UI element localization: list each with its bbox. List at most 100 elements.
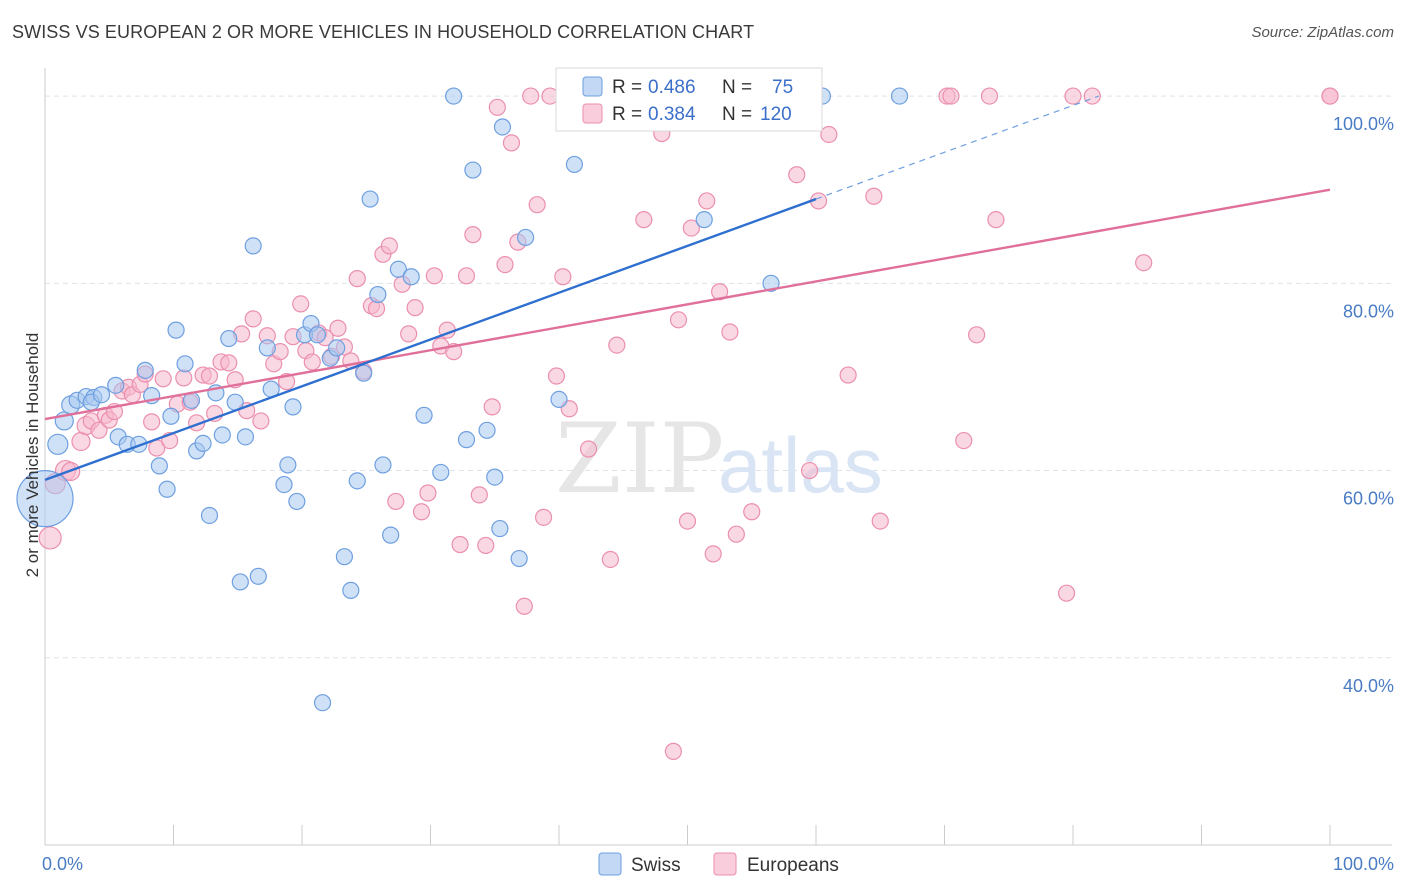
europeans-point xyxy=(980,87,999,105)
swiss-point xyxy=(478,421,496,439)
europeans-point xyxy=(1321,87,1339,105)
europeans-point xyxy=(669,311,688,329)
axes xyxy=(44,68,1392,846)
swiss-point xyxy=(565,155,584,174)
europeans-point xyxy=(244,310,262,328)
europeans-point xyxy=(839,366,857,384)
swiss-trend-line xyxy=(44,197,817,482)
europeans-point xyxy=(1064,87,1082,105)
swiss-point xyxy=(510,549,528,568)
europeans-point xyxy=(968,326,986,344)
europeans-trend-line xyxy=(44,188,1331,421)
europeans-point xyxy=(154,370,172,388)
legend-europeans-n-label: N = xyxy=(722,104,757,125)
europeans-point xyxy=(528,196,546,214)
europeans-point xyxy=(704,545,722,563)
europeans-point xyxy=(743,503,761,521)
swiss-point xyxy=(389,260,407,278)
swiss-point xyxy=(355,364,373,382)
europeans-point xyxy=(515,597,533,615)
swiss-point xyxy=(445,87,463,105)
swiss-point xyxy=(162,407,180,425)
europeans-point xyxy=(38,526,62,550)
source-label: Source: ZipAtlas.com xyxy=(1251,24,1394,41)
europeans-point xyxy=(90,421,108,439)
legend-europeans-r-value: 0.384 xyxy=(648,104,696,125)
x-tick-label-min: 0.0% xyxy=(42,854,83,874)
europeans-point xyxy=(488,98,506,116)
europeans-point xyxy=(871,512,889,530)
swiss-point xyxy=(762,274,780,292)
swiss-point xyxy=(194,434,212,452)
swiss-point xyxy=(231,573,249,591)
swiss-point xyxy=(47,433,69,455)
europeans-point xyxy=(678,512,697,530)
swiss-point xyxy=(328,339,346,357)
europeans-point xyxy=(470,486,488,504)
swiss-point xyxy=(415,406,433,424)
grid-lines xyxy=(45,95,1392,659)
swiss-point xyxy=(890,87,909,105)
europeans-point xyxy=(698,192,716,210)
europeans-point xyxy=(477,536,495,555)
swiss-point xyxy=(361,190,379,208)
europeans-point xyxy=(200,367,219,385)
swiss-point xyxy=(258,339,276,357)
europeans-point xyxy=(412,503,431,521)
series-legend-label-swiss: Swiss xyxy=(631,855,681,876)
series-legend-swatch-swiss xyxy=(598,852,622,876)
swiss-point xyxy=(493,118,512,136)
europeans-point xyxy=(329,319,347,337)
x-tick-label-max: 100.0% xyxy=(1333,854,1394,874)
swiss-point xyxy=(200,506,219,525)
swiss-trend-extension xyxy=(815,95,1099,200)
europeans-point xyxy=(380,237,398,255)
swiss-point xyxy=(288,492,306,511)
swiss-point xyxy=(158,480,176,498)
europeans-point xyxy=(502,134,521,152)
europeans-point xyxy=(955,431,973,450)
trend-lines xyxy=(44,95,1331,482)
swiss-point xyxy=(432,463,450,482)
europeans-point xyxy=(820,125,838,144)
swiss-points xyxy=(16,87,909,712)
europeans-point xyxy=(496,255,514,274)
europeans-point xyxy=(682,219,700,237)
europeans-point xyxy=(547,367,566,385)
europeans-point xyxy=(451,535,469,554)
series-legend-label-europeans: Europeans xyxy=(747,855,839,876)
europeans-point xyxy=(987,211,1005,229)
watermark: ZIP atlas xyxy=(555,403,883,515)
swiss-point xyxy=(374,456,392,474)
swiss-point xyxy=(16,470,74,528)
y-tick-label: 40.0% xyxy=(1343,676,1394,696)
legend-swatch-swiss xyxy=(582,76,603,97)
europeans-point xyxy=(1057,584,1076,602)
swiss-point xyxy=(464,161,482,179)
europeans-point xyxy=(579,440,598,458)
chart-title: SWISS VS EUROPEAN 2 OR MORE VEHICLES IN … xyxy=(12,22,755,42)
europeans-point xyxy=(727,525,745,543)
swiss-point xyxy=(382,526,400,544)
series-legend-swatch-europeans xyxy=(713,852,737,876)
swiss-point xyxy=(107,376,125,394)
y-tick-label: 100.0% xyxy=(1333,114,1394,134)
watermark-zip: ZIP xyxy=(555,403,724,515)
europeans-point xyxy=(303,353,321,371)
swiss-point xyxy=(220,329,238,348)
swiss-point xyxy=(516,228,535,247)
swiss-point xyxy=(457,431,476,449)
watermark-atlas: atlas xyxy=(718,421,883,509)
europeans-point xyxy=(71,431,91,452)
legend-swiss-r-value: 0.486 xyxy=(648,77,696,98)
swiss-point xyxy=(402,268,420,286)
series-legend: Swiss Europeans xyxy=(598,852,839,876)
y-tick-label: 80.0% xyxy=(1343,301,1394,321)
swiss-point xyxy=(342,581,360,599)
swiss-point xyxy=(236,428,255,446)
europeans-point xyxy=(601,550,620,569)
legend-swiss-n-label: N = xyxy=(722,77,757,98)
europeans-point xyxy=(400,325,418,343)
europeans-point xyxy=(348,270,366,288)
swiss-point xyxy=(92,386,111,404)
